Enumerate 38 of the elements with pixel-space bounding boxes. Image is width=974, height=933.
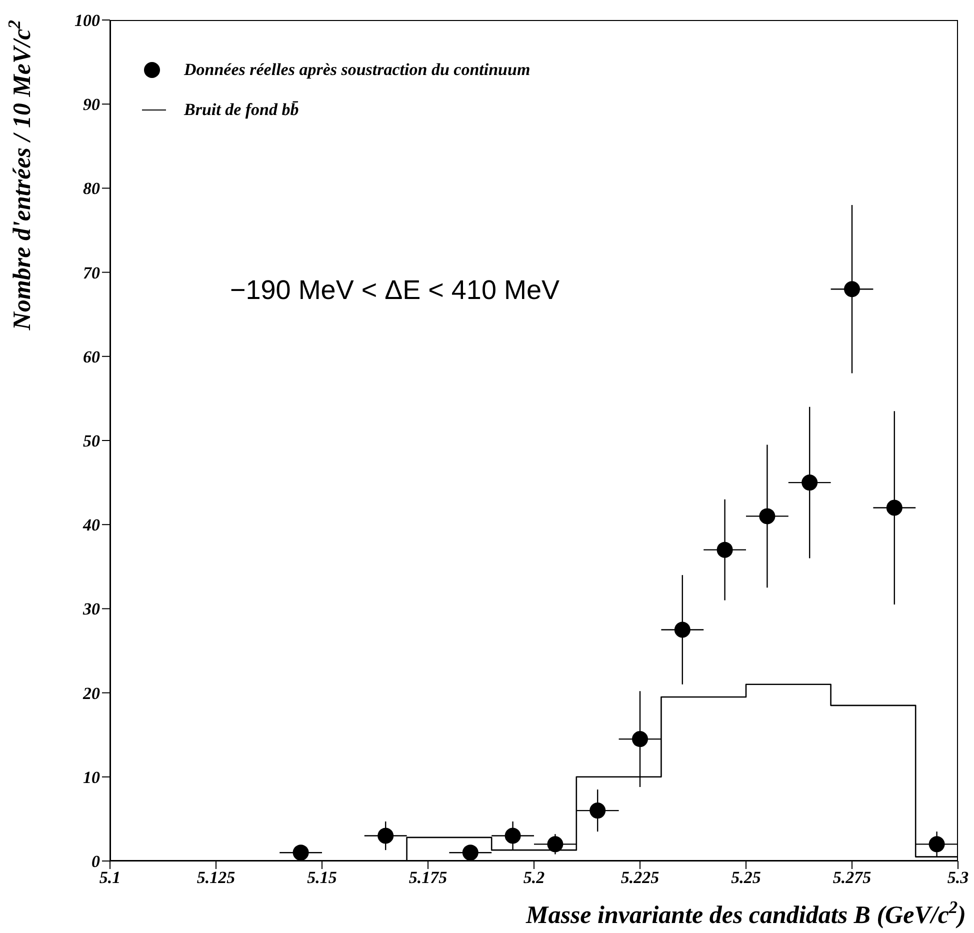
point — [632, 731, 648, 748]
point — [716, 542, 733, 558]
point — [802, 474, 818, 491]
y-tick-label: 40 — [82, 516, 100, 535]
point — [886, 500, 902, 516]
point — [759, 508, 776, 524]
x-tick-label: 5.15 — [307, 868, 338, 888]
x-tick-label: 5.3 — [947, 868, 970, 888]
y-tick-label: 100 — [74, 11, 100, 30]
point — [844, 281, 860, 298]
point — [928, 836, 945, 852]
x-tick-label: 5.125 — [196, 868, 236, 888]
x-tick-label: 5.275 — [832, 868, 872, 888]
legend-label: Données réelles après soustraction du continuum — [184, 60, 530, 80]
y-tick-label: 0 — [92, 852, 100, 872]
point — [504, 828, 521, 844]
x-tick-label: 5.25 — [731, 868, 762, 888]
point — [674, 622, 690, 638]
point — [590, 802, 606, 819]
point — [292, 844, 309, 861]
y-tick-label: 70 — [83, 263, 100, 282]
y-tick-label: 50 — [83, 432, 100, 451]
legend-label: Bruit de fond bb̄ — [184, 100, 299, 120]
x-axis-title: Masse invariante des candidats B (GeV/c$^{2}$) — [525, 897, 966, 929]
x-tick-label: 5.175 — [408, 868, 448, 888]
point — [547, 836, 564, 852]
y-tick-label: 90 — [83, 95, 100, 114]
y-tick-label: 80 — [83, 179, 100, 198]
point — [462, 844, 478, 861]
y-tick-label: 60 — [83, 347, 100, 366]
x-tick-label: 5.225 — [620, 868, 660, 888]
y-tick-label: 10 — [83, 768, 100, 787]
annotation: −190 MeV < ΔE < 410 MeV — [230, 275, 560, 305]
x-tick-label: 5.2 — [523, 868, 546, 888]
point — [378, 828, 394, 844]
x-tick-label: 5.1 — [99, 868, 121, 888]
y-tick-label: 30 — [82, 600, 100, 619]
y-tick-label: 20 — [82, 684, 100, 703]
